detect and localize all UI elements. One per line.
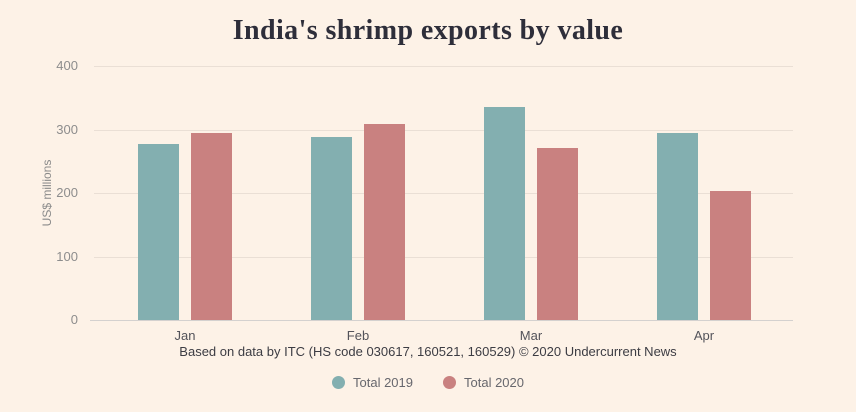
bar-group-jan	[138, 132, 232, 320]
bar-total-2019-jan	[138, 144, 179, 320]
gridline-100	[94, 256, 793, 258]
gridline-300	[94, 129, 793, 131]
bar-group-feb	[311, 123, 405, 320]
x-tick-label-feb: Feb	[346, 328, 370, 343]
bar-total-2020-apr	[710, 190, 751, 320]
gridline-400	[94, 66, 793, 67]
bar-total-2020-feb	[364, 123, 405, 320]
bar-total-2020-mar	[537, 147, 578, 320]
legend: Total 2019 Total 2020	[0, 375, 856, 390]
chart-title: India's shrimp exports by value	[232, 15, 624, 46]
bar-total-2019-mar	[484, 107, 525, 320]
x-tick-label-jan: Jan	[174, 328, 196, 343]
bar-group-mar	[484, 107, 578, 320]
y-tick-label-100: 100	[56, 248, 78, 264]
y-tick-label-400: 400	[56, 58, 78, 73]
gridline-200	[94, 193, 793, 194]
x-tick-label-apr: Apr	[693, 328, 715, 343]
y-tick-label-0: 0	[70, 312, 78, 327]
bar-total-2019-feb	[311, 137, 352, 320]
gridline-0	[90, 320, 793, 321]
legend-label: Total 2020	[464, 375, 524, 390]
bar-total-2019-apr	[657, 132, 698, 320]
legend-marker-total-2019	[332, 376, 345, 389]
bar-total-2020-jan	[191, 132, 232, 320]
source-note: Based on data by ITC (HS code 030617, 16…	[179, 344, 677, 359]
y-tick-label-300: 300	[56, 121, 78, 137]
legend-marker-total-2020	[443, 376, 456, 389]
bar-group-apr	[657, 132, 751, 320]
legend-item-total-2020[interactable]: Total 2020	[443, 375, 524, 390]
plot-area	[90, 66, 793, 321]
legend-item-total-2019[interactable]: Total 2019	[332, 375, 413, 390]
x-tick-label-mar: Mar	[519, 328, 543, 343]
legend-label: Total 2019	[353, 375, 413, 390]
y-tick-label-200: 200	[56, 185, 78, 200]
